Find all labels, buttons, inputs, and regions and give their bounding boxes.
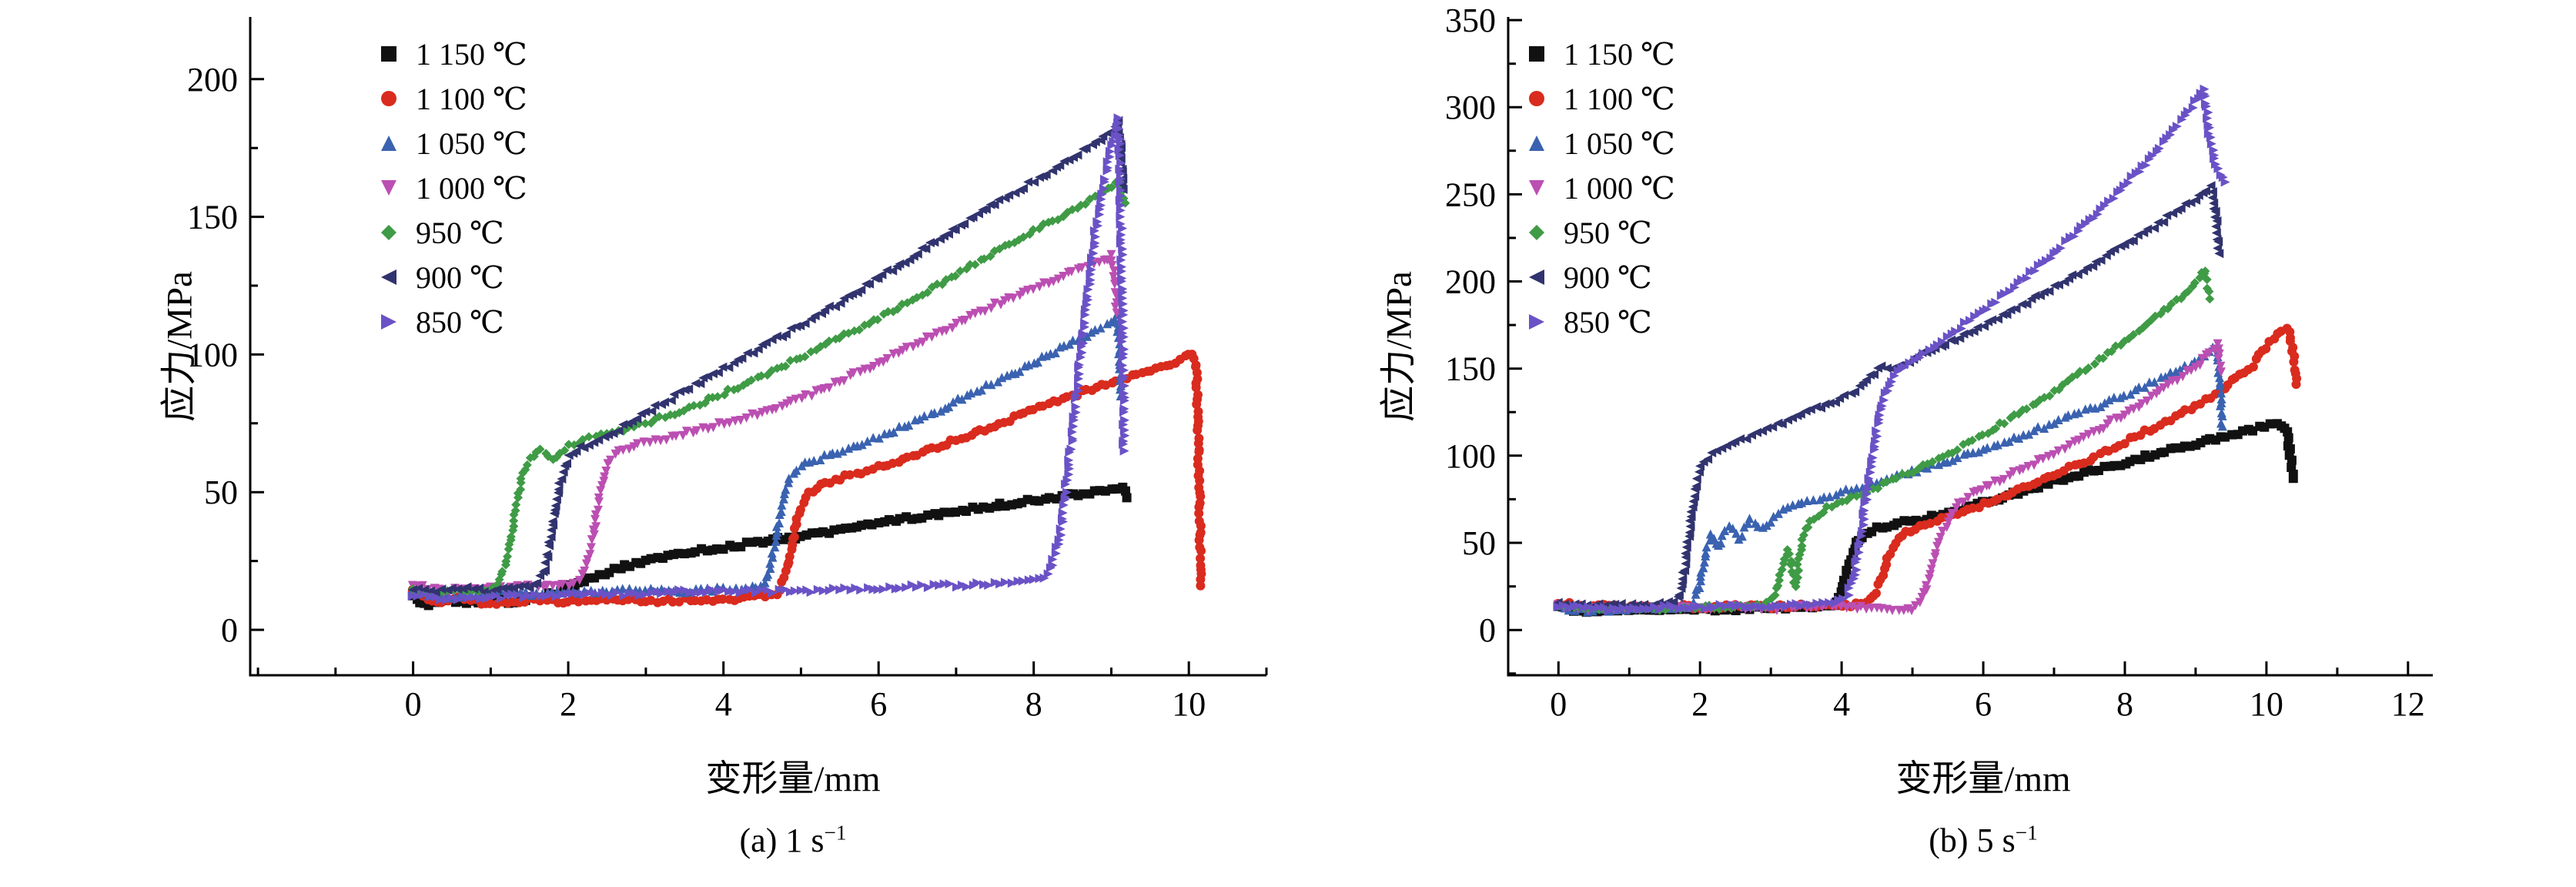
legend-marker [381, 180, 396, 196]
legend-label: 1 150 ℃ [416, 37, 527, 72]
x-tick-label: 6 [1975, 685, 1992, 723]
caption-b-exponent: −1 [2015, 821, 2038, 845]
y-tick-label: 350 [1445, 2, 1496, 39]
y-tick-label: 200 [1445, 263, 1496, 301]
legend-label: 1 050 ℃ [1564, 126, 1675, 161]
legend-label: 1 100 ℃ [1564, 82, 1675, 116]
y-tick-label: 150 [187, 199, 238, 236]
series-1-6-markers [1553, 84, 2230, 616]
legend-marker [1529, 91, 1544, 106]
legend-marker [1529, 225, 1544, 240]
y-tick-label: 200 [187, 61, 238, 99]
series-0-1-markers [407, 350, 1206, 609]
y-tick-label: 100 [1445, 437, 1496, 475]
x-tick-label: 2 [1691, 685, 1708, 723]
series-0-4-markers [407, 176, 1130, 601]
legend-marker [381, 91, 396, 106]
x-axis-title-a: 变形量/mm [705, 759, 881, 799]
legend-label: 900 ℃ [1564, 260, 1652, 295]
series-0-5-markers [407, 115, 1128, 597]
caption-b: (b) 5 s−1 [1929, 821, 2037, 860]
y-tick-label: 0 [221, 611, 238, 649]
caption-a-text: (a) 1 s [739, 822, 825, 859]
legend-marker [1529, 269, 1544, 285]
y-tick-label: 300 [1445, 89, 1496, 126]
legend-label: 900 ℃ [416, 260, 504, 295]
legend-marker [1529, 46, 1544, 62]
axes-spines [249, 17, 1266, 677]
x-tick-label: 12 [2391, 685, 2425, 723]
legend-label: 1 100 ℃ [416, 82, 527, 116]
axis-ticks [1508, 18, 2410, 675]
y-axis-title-a: 应力/MPa [159, 271, 200, 422]
legend-label: 1 050 ℃ [416, 126, 527, 161]
legend-marker [1529, 314, 1544, 330]
series-0-3-markers [407, 249, 1122, 597]
series-0-2-markers [407, 310, 1126, 603]
axis-ticks [250, 78, 1268, 675]
series-1-5-markers [1553, 181, 2224, 611]
x-tick-label: 0 [405, 685, 422, 723]
y-axis-title-b: 应力/MPa [1379, 271, 1420, 422]
legend-label: 1 000 ℃ [1564, 171, 1675, 206]
legend-label: 1 150 ℃ [1564, 37, 1675, 72]
legend-label: 850 ℃ [416, 305, 504, 340]
legend-marker [1529, 136, 1544, 151]
series-0-0-markers [407, 482, 1132, 611]
legend-marker [381, 314, 396, 330]
x-tick-label: 4 [1833, 685, 1850, 723]
x-tick-label: 6 [870, 685, 887, 723]
x-tick-label: 8 [1025, 685, 1042, 723]
caption-b-text: (b) 5 s [1929, 822, 2016, 859]
y-tick-label: 100 [187, 336, 238, 373]
x-tick-label: 0 [1550, 685, 1567, 723]
x-tick-label: 2 [560, 685, 577, 723]
y-tick-label: 50 [1462, 524, 1496, 562]
legend-marker [1529, 180, 1544, 196]
legend-marker [381, 269, 396, 285]
legend-label: 1 000 ℃ [416, 171, 527, 206]
legend-marker [381, 136, 396, 151]
y-tick-label: 250 [1445, 176, 1496, 213]
x-tick-label: 8 [2116, 685, 2133, 723]
caption-a: (a) 1 s−1 [740, 821, 847, 860]
legend-marker [381, 225, 396, 240]
x-tick-label: 4 [715, 685, 732, 723]
y-tick-label: 150 [1445, 350, 1496, 388]
series-1-0-markers [1553, 419, 2298, 618]
caption-a-exponent: −1 [824, 821, 847, 845]
y-tick-label: 0 [1479, 611, 1496, 649]
legend-label: 950 ℃ [416, 216, 504, 250]
x-axis-title-b: 变形量/mm [1895, 759, 2071, 799]
legend-label: 950 ℃ [1564, 216, 1652, 250]
legend-label: 850 ℃ [1564, 305, 1652, 340]
x-tick-label: 10 [1172, 685, 1206, 723]
legend-marker [381, 46, 396, 62]
x-tick-label: 10 [2250, 685, 2283, 723]
y-tick-label: 50 [204, 474, 238, 511]
